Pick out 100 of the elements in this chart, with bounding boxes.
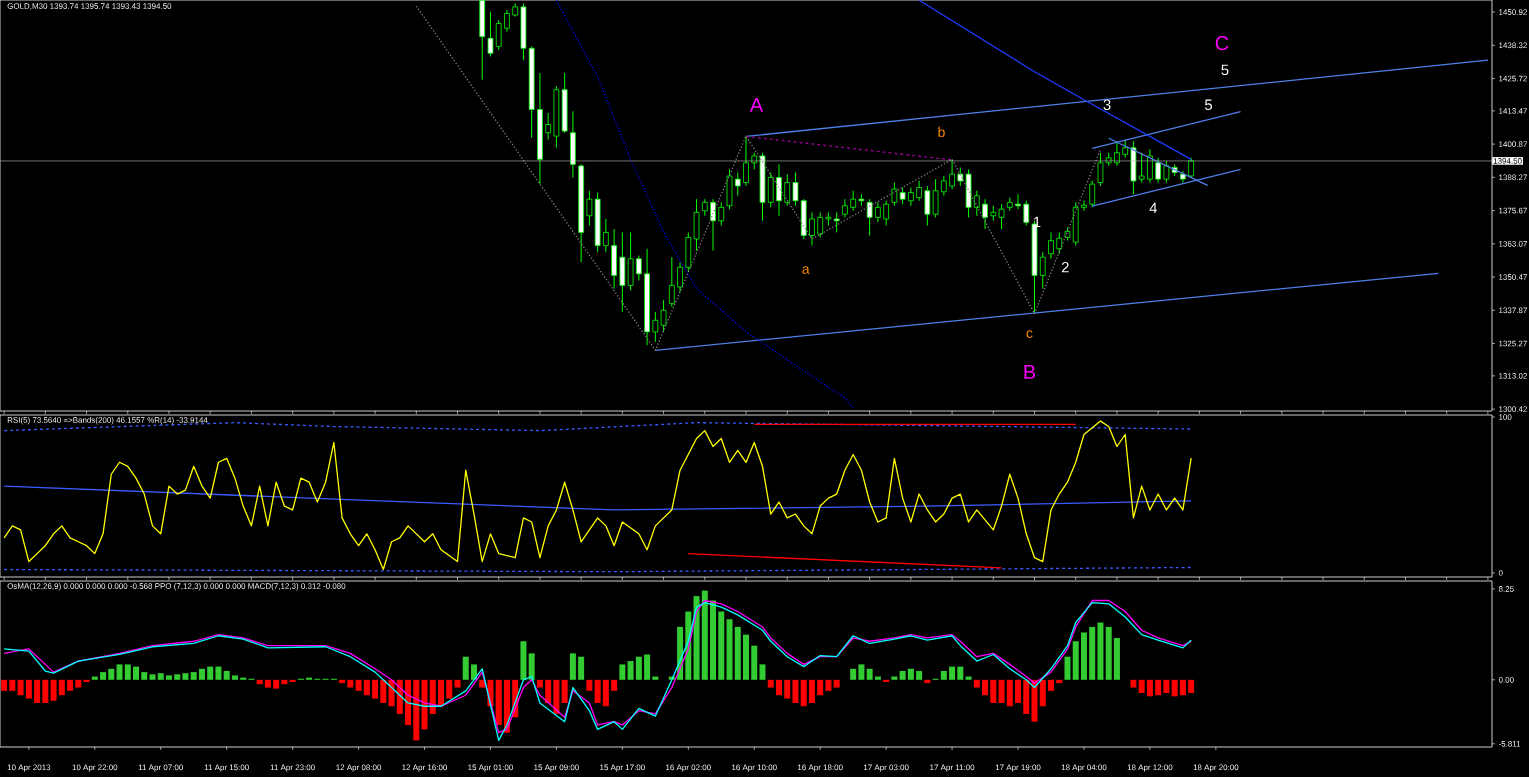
candlestick [924,185,931,227]
bar [1138,679,1145,694]
bar [726,619,733,680]
candlestick [817,211,824,238]
bar [899,671,906,680]
candlestick [875,201,881,223]
bar [273,679,280,689]
bar [1113,637,1120,680]
bar [454,679,461,688]
bar [800,679,807,707]
bar [108,668,115,680]
candlestick [1163,160,1170,184]
candlestick [809,211,815,247]
bar [1056,679,1063,684]
candlestick [776,163,782,217]
bar [116,664,123,680]
bar [635,656,642,680]
bar [569,653,576,680]
candlestick [710,198,716,252]
bar [998,679,1005,703]
bar [339,679,346,684]
bar [405,679,412,725]
bar [973,679,980,688]
bar [446,679,453,699]
candlestick [734,172,741,197]
bar [594,679,601,703]
candlestick [850,190,857,212]
bar [223,671,230,680]
annotation: 2 [1061,261,1069,273]
bar [751,645,758,680]
annotation: 4 [1149,202,1158,214]
bar [965,676,972,680]
bar [380,679,387,703]
bar [924,679,931,684]
bar [1163,679,1170,694]
candlestick [718,201,725,227]
bar [133,666,140,680]
bar [891,676,898,680]
bar [281,679,288,685]
bar [718,611,725,680]
bar [825,679,832,691]
bar [1048,679,1054,691]
bar [240,677,247,680]
bar [215,666,222,680]
candlestick [792,172,799,207]
candlestick [784,173,791,207]
candlestick [982,198,988,230]
bar [833,679,840,688]
bar [207,666,214,680]
bar [1179,679,1186,696]
bar [1171,679,1178,697]
candlestick [545,112,552,141]
line-series [918,0,1192,160]
annotation: a [802,266,810,274]
bar [578,656,585,680]
bar [611,679,618,691]
bar [652,676,659,680]
bar [149,674,156,680]
bar [413,679,420,741]
bar [25,679,32,699]
bar [1080,632,1087,680]
candlestick [883,200,890,227]
bar [182,673,189,680]
bar [627,661,634,680]
bar [100,672,107,680]
bar [1031,679,1038,722]
candlestick [1155,157,1162,184]
bar [545,679,552,703]
bar [264,679,271,688]
bar [817,679,824,696]
bar [775,679,782,696]
bar [734,626,741,680]
bar [1023,679,1030,714]
bar [355,679,362,691]
bar [907,668,914,680]
bar [289,679,296,683]
bar [58,679,65,696]
bar [174,674,181,680]
bar [883,679,890,683]
bar [157,673,164,680]
candlestick [660,299,667,333]
bar [75,679,82,688]
bar [808,679,815,703]
candlestick [1122,139,1129,159]
candlestick [1048,231,1054,260]
candlestick [1081,200,1087,212]
candlestick [677,261,683,293]
annotation: 3 [1103,99,1111,111]
bar [1064,656,1071,680]
bar [17,679,24,696]
bar [767,679,774,688]
candlestick [998,203,1005,230]
bar [306,677,313,680]
bar [462,656,469,680]
bar [858,664,865,680]
line-series [415,5,1102,351]
candlestick [949,158,955,190]
candlestick [866,198,873,237]
bar [34,679,41,703]
bar [701,590,708,680]
